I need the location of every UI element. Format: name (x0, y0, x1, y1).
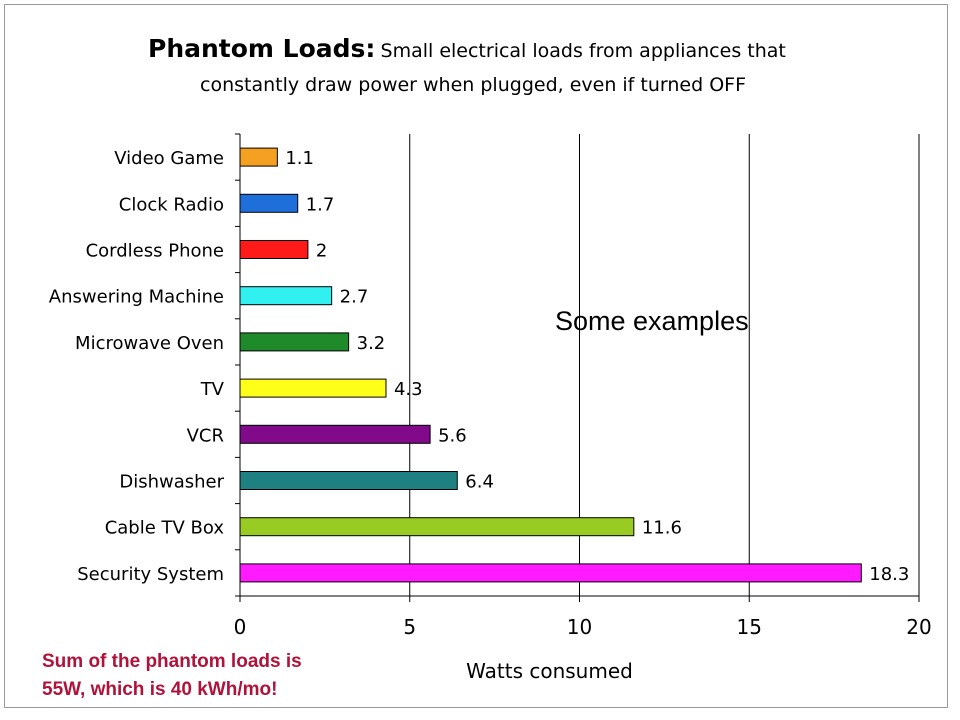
bar (239, 424, 431, 444)
chart-subtitle-line1: Small electrical loads from appliances t… (380, 40, 786, 62)
category-label: Dishwasher (119, 472, 224, 493)
bar (239, 147, 278, 167)
sum-note-line1: Sum of the phantom loads is (42, 651, 302, 672)
x-tick-label: 20 (906, 615, 931, 639)
value-label: 1.1 (285, 148, 314, 169)
value-label: 2 (316, 241, 327, 262)
category-label: Clock Radio (119, 194, 224, 215)
category-label: Cordless Phone (86, 241, 224, 262)
value-label: 5.6 (438, 425, 467, 446)
category-label: TV (200, 379, 225, 400)
value-label: 1.7 (306, 194, 335, 215)
chart-annotation: Some examples (555, 306, 749, 336)
value-label: 6.4 (465, 472, 494, 493)
category-label: Video Game (114, 148, 224, 169)
x-tick-label: 15 (737, 615, 762, 639)
chart-subtitle-line2: constantly draw power when plugged, even… (200, 74, 747, 96)
x-tick-label: 10 (567, 615, 592, 639)
category-label: Microwave Oven (75, 333, 224, 354)
bar (239, 286, 333, 306)
sum-note-line2: 55W, which is 40 kWh/mo! (42, 679, 278, 700)
value-label: 2.7 (340, 287, 369, 308)
slide-frame (4, 4, 948, 708)
chart-title-line1: Phantom Loads: Small electrical loads fr… (148, 34, 786, 63)
category-label: Cable TV Box (105, 518, 225, 539)
category-label: Answering Machine (49, 287, 224, 308)
bar (239, 471, 458, 490)
value-label: 3.2 (357, 333, 386, 354)
bar (239, 332, 350, 352)
x-axis-title: Watts consumed (466, 659, 633, 683)
chart-title: Phantom Loads: (148, 34, 376, 63)
bar (239, 517, 635, 537)
x-tick-label: 0 (234, 615, 247, 639)
category-label: VCR (187, 425, 224, 446)
value-label: 4.3 (394, 379, 423, 400)
x-tick-label: 5 (403, 615, 416, 639)
category-label: Security System (77, 564, 224, 585)
bar (239, 240, 309, 259)
sum-note: Sum of the phantom loads is 55W, which i… (42, 648, 402, 704)
bar (239, 563, 862, 583)
value-label: 18.3 (869, 564, 909, 585)
bar (239, 193, 299, 213)
bar (239, 378, 387, 398)
value-label: 11.6 (642, 518, 682, 539)
